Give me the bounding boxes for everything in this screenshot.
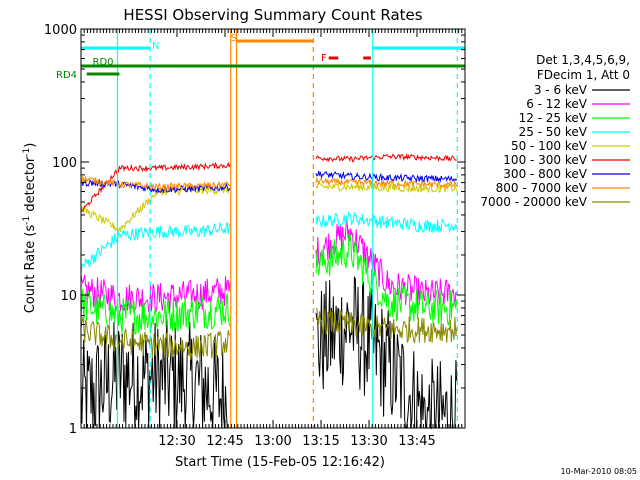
y-axis-label: Count Rate (s-1 detector-1) (22, 143, 38, 314)
y-tick-label-3: 1000 (44, 23, 77, 38)
axis-layer: 1 10 100 1000 12:30 12:45 13:00 13:15 13:30 13:45 (44, 23, 466, 449)
flag-layer: N S F RD0 RD4 (56, 33, 465, 81)
series-line-0-1 (315, 275, 458, 430)
x-tick-label-3: 13:15 (302, 434, 339, 449)
x-tick-label-4: 13:30 (350, 434, 387, 449)
series-line-3-0 (80, 221, 231, 274)
x-tick-label-2: 13:00 (254, 434, 291, 449)
series-3 (80, 211, 458, 274)
footer-date: 10-Mar-2010 08:05 (561, 467, 638, 476)
legend-label-7: 800 - 7000 keV (496, 181, 588, 195)
series-line-8-1 (315, 307, 458, 344)
flag-label-rd4: RD4 (56, 70, 77, 81)
series-0 (80, 275, 458, 430)
legend-label-1: 6 - 12 keV (526, 97, 588, 111)
series-line-1-1 (315, 219, 458, 309)
series-line-8-0 (80, 317, 231, 361)
legend-header-1: Det 1,3,4,5,6,9, (536, 53, 630, 67)
flag-label-s: S (231, 33, 237, 44)
series-line-7-1 (315, 177, 458, 190)
chart-title: HESSI Observing Summary Count Rates (123, 6, 422, 24)
x-tick-label-5: 13:45 (398, 434, 435, 449)
legend-label-0: 3 - 6 keV (534, 83, 588, 97)
series-line-2-0 (80, 289, 231, 335)
series-4 (80, 182, 458, 233)
flag-label-f: F (321, 53, 327, 64)
series-line-6-1 (315, 170, 458, 183)
legend-label-4: 50 - 100 keV (511, 139, 588, 153)
legend-label-6: 300 - 800 keV (503, 167, 587, 181)
series-line-4-1 (315, 182, 458, 194)
plot-frame (80, 28, 466, 429)
legend-label-3: 25 - 50 keV (519, 125, 588, 139)
y-tick-label-1: 10 (60, 289, 77, 304)
y-tick-label-2: 100 (52, 156, 77, 171)
legend-label-5: 100 - 300 keV (503, 153, 587, 167)
series-line-7-0 (80, 175, 231, 192)
x-tick-label-0: 12:30 (158, 434, 195, 449)
x-tick-label-1: 12:45 (206, 434, 243, 449)
series-line-5-1 (315, 153, 457, 163)
series-2 (80, 233, 458, 335)
series-line-2-1 (315, 233, 458, 326)
series-line-4-0 (80, 185, 231, 233)
flag-label-rd0: RD0 (93, 57, 114, 68)
flag-label-n: N (152, 41, 159, 52)
series-line-0-0 (80, 319, 230, 429)
series-line-3-1 (315, 211, 458, 234)
legend-header-2: FDecim 1, Att 0 (537, 68, 630, 82)
legend-label-8: 7000 - 20000 keV (480, 195, 587, 209)
y-tick-label-0: 1 (69, 422, 77, 437)
data-layer (80, 29, 458, 430)
legend-label-2: 12 - 25 keV (519, 111, 588, 125)
series-8 (80, 307, 458, 361)
legend: Det 1,3,4,5,6,9, FDecim 1, Att 0 3 - 6 k… (480, 53, 630, 209)
x-axis-label: Start Time (15-Feb-05 12:16:42) (175, 455, 385, 470)
series-7 (80, 175, 458, 192)
